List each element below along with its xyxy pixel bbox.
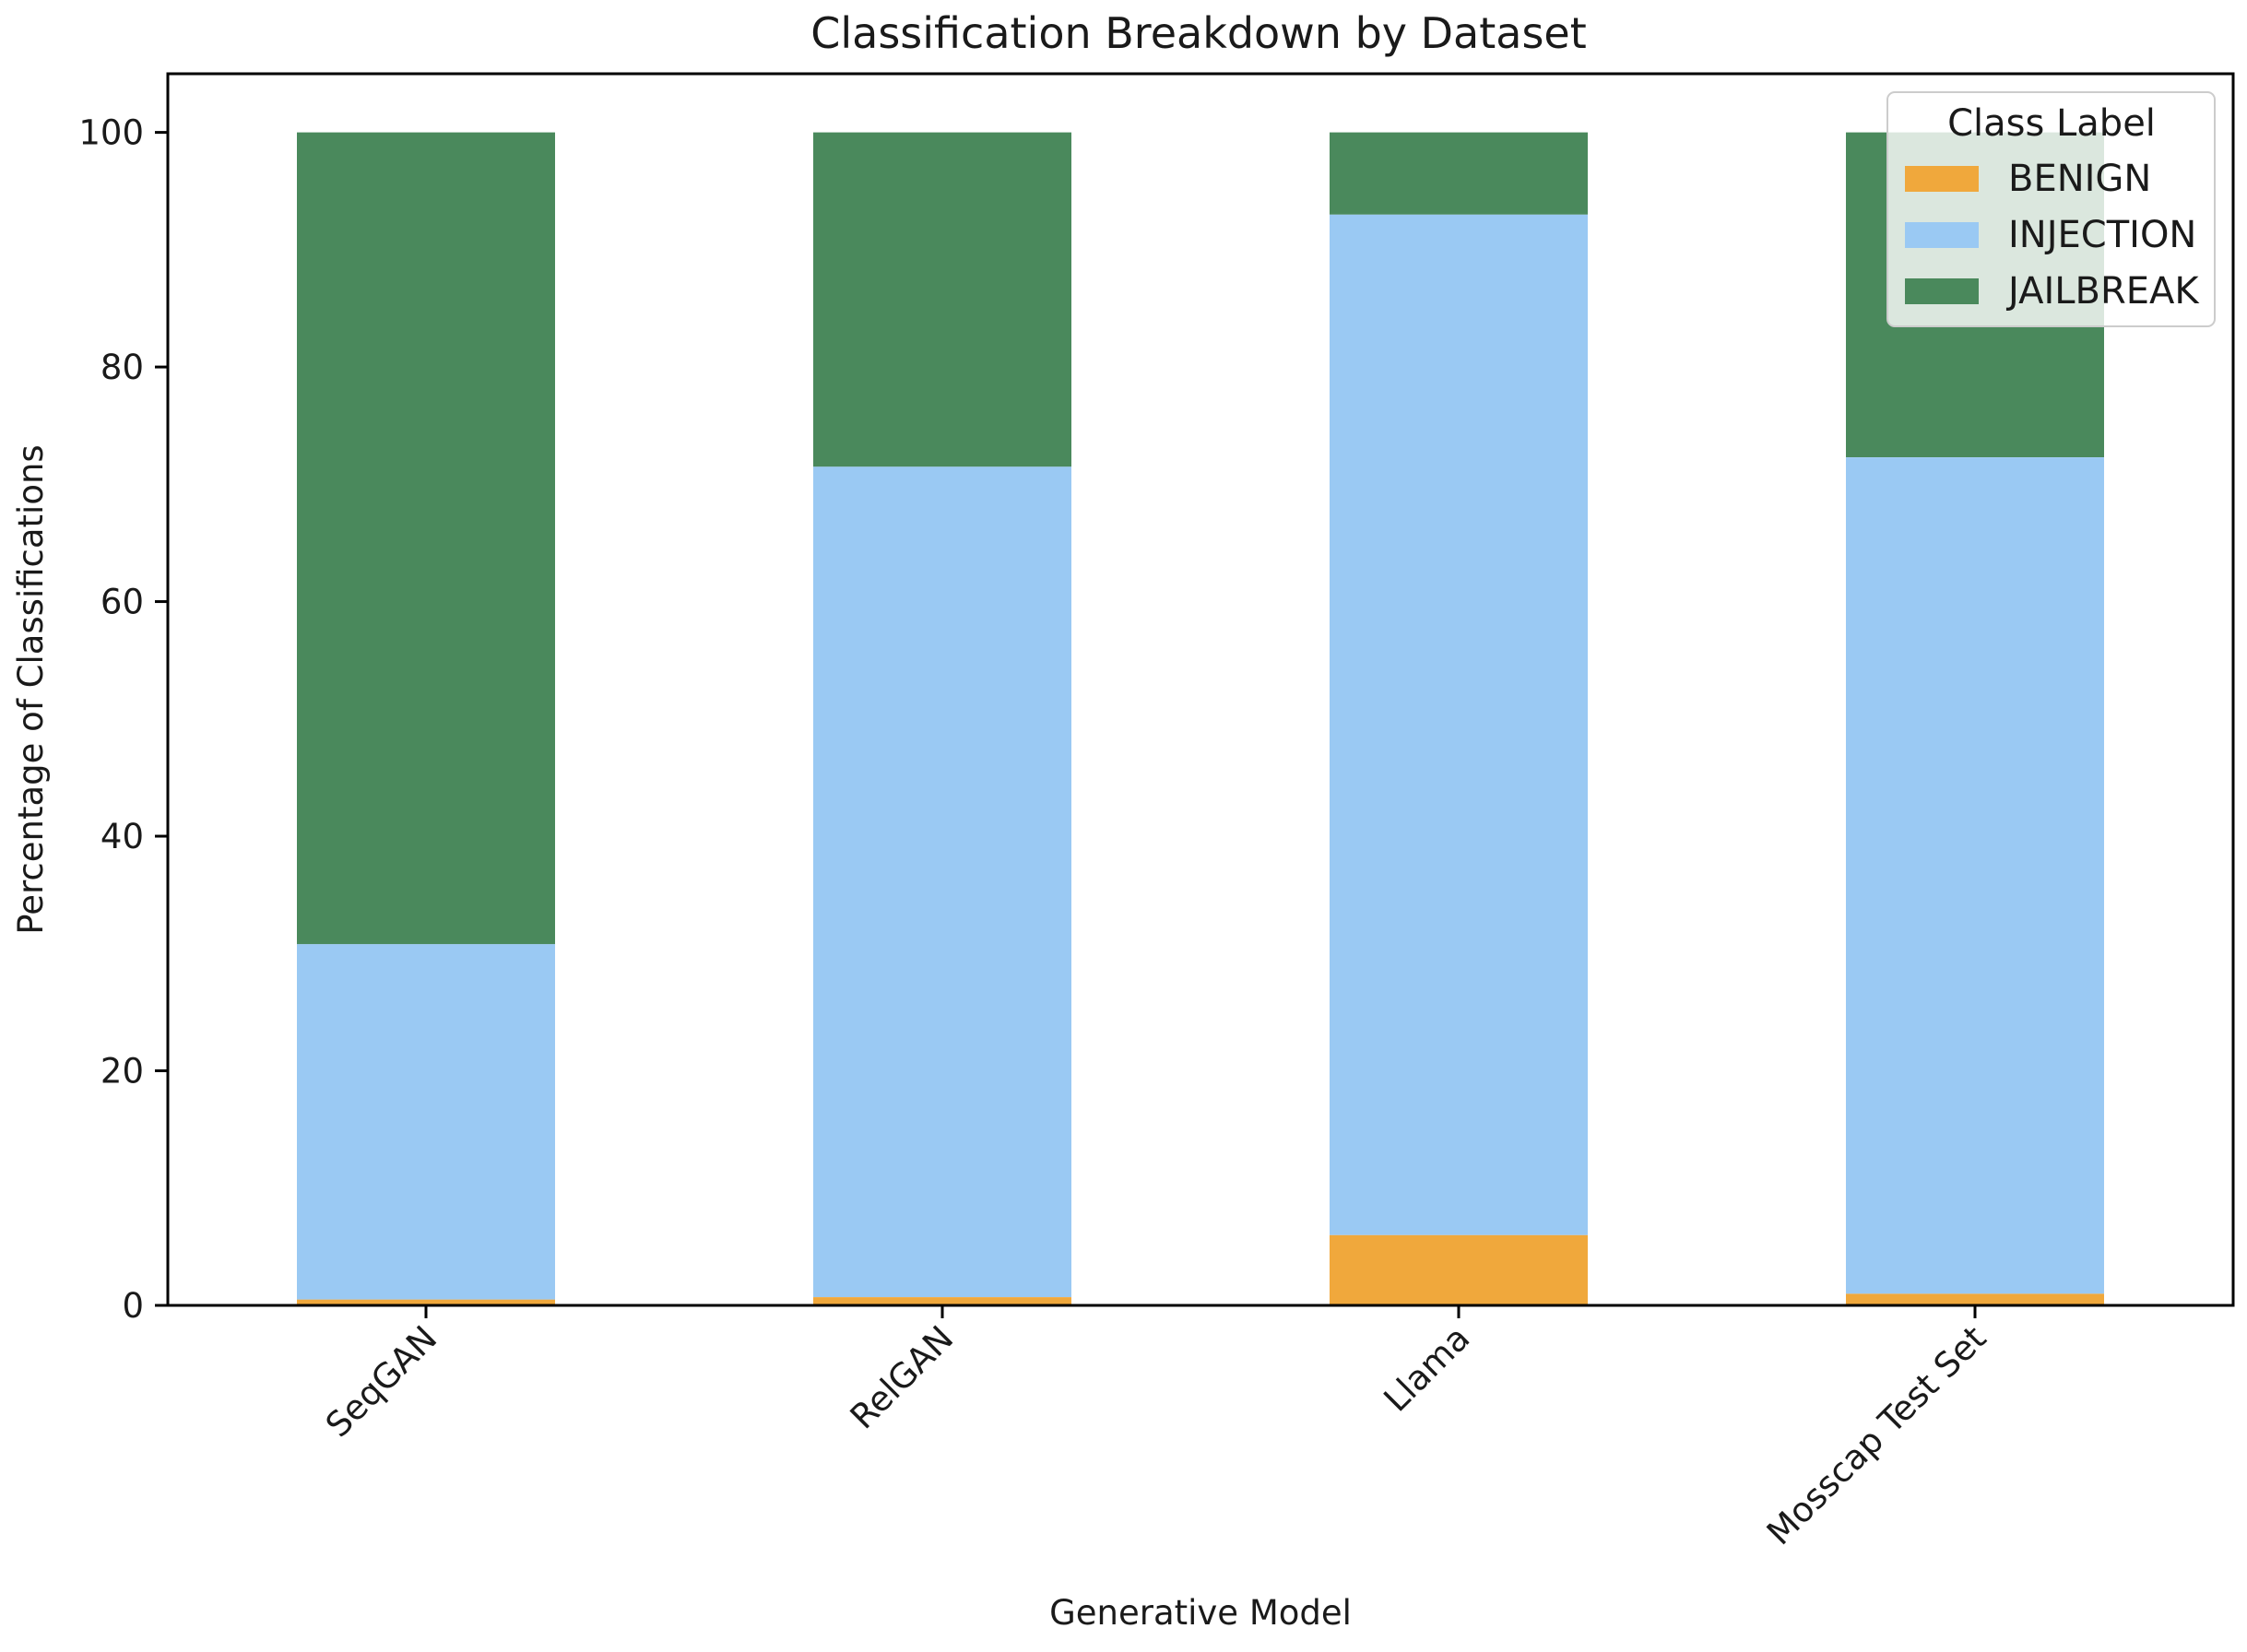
y-tick-label: 80 [101,348,144,387]
legend-label-jailbreak: JAILBREAK [2005,270,2200,313]
y-tick-label: 60 [101,583,144,622]
bar-benign-1 [813,1297,1071,1305]
legend-swatch-benign [1905,166,1979,192]
bar-injection-2 [1330,214,1588,1235]
x-tick-label: RelGAN [843,1318,962,1437]
chart-title: Classification Breakdown by Dataset [810,8,1587,58]
y-axis: 0 20 40 60 80 100 [78,113,168,1326]
bar-benign-3 [1846,1293,2104,1305]
legend-box [1886,91,2216,327]
bar-jailbreak-2 [1330,132,1588,215]
y-tick-label: 20 [101,1052,144,1092]
bar-benign-2 [1330,1234,1588,1305]
legend-label-injection: INJECTION [2008,214,2196,256]
legend-swatch-injection [1905,222,1979,248]
bar-jailbreak-1 [813,132,1071,467]
x-tick-label: Llama [1377,1318,1478,1420]
x-axis-label: Generative Model [1049,1593,1352,1633]
bar-injection-0 [297,944,555,1300]
bar-injection-1 [813,466,1071,1297]
y-tick-label: 100 [78,113,144,153]
y-tick-label: 40 [101,817,144,856]
plot-frame [166,72,2235,1307]
x-tick-label: Mosscap Test Set [1759,1318,1993,1552]
x-tick-label: SeqGAN [318,1318,444,1445]
legend-swatch-jailbreak [1905,278,1979,304]
bar-benign-0 [297,1299,555,1305]
x-axis: SeqGAN RelGAN Llama Mosscap Test Set [318,1305,1993,1552]
y-tick-label: 0 [122,1286,144,1326]
bars-layer [297,132,2104,1305]
bar-injection-3 [1846,457,2104,1294]
y-axis-label: Percentage of Classifications [11,444,51,934]
bar-jailbreak-0 [297,132,555,945]
legend-label-benign: BENIGN [2008,158,2151,200]
legend: Class Label BENIGN INJECTION JAILBREAK [1886,91,2216,327]
legend-title: Class Label [1947,102,2156,145]
